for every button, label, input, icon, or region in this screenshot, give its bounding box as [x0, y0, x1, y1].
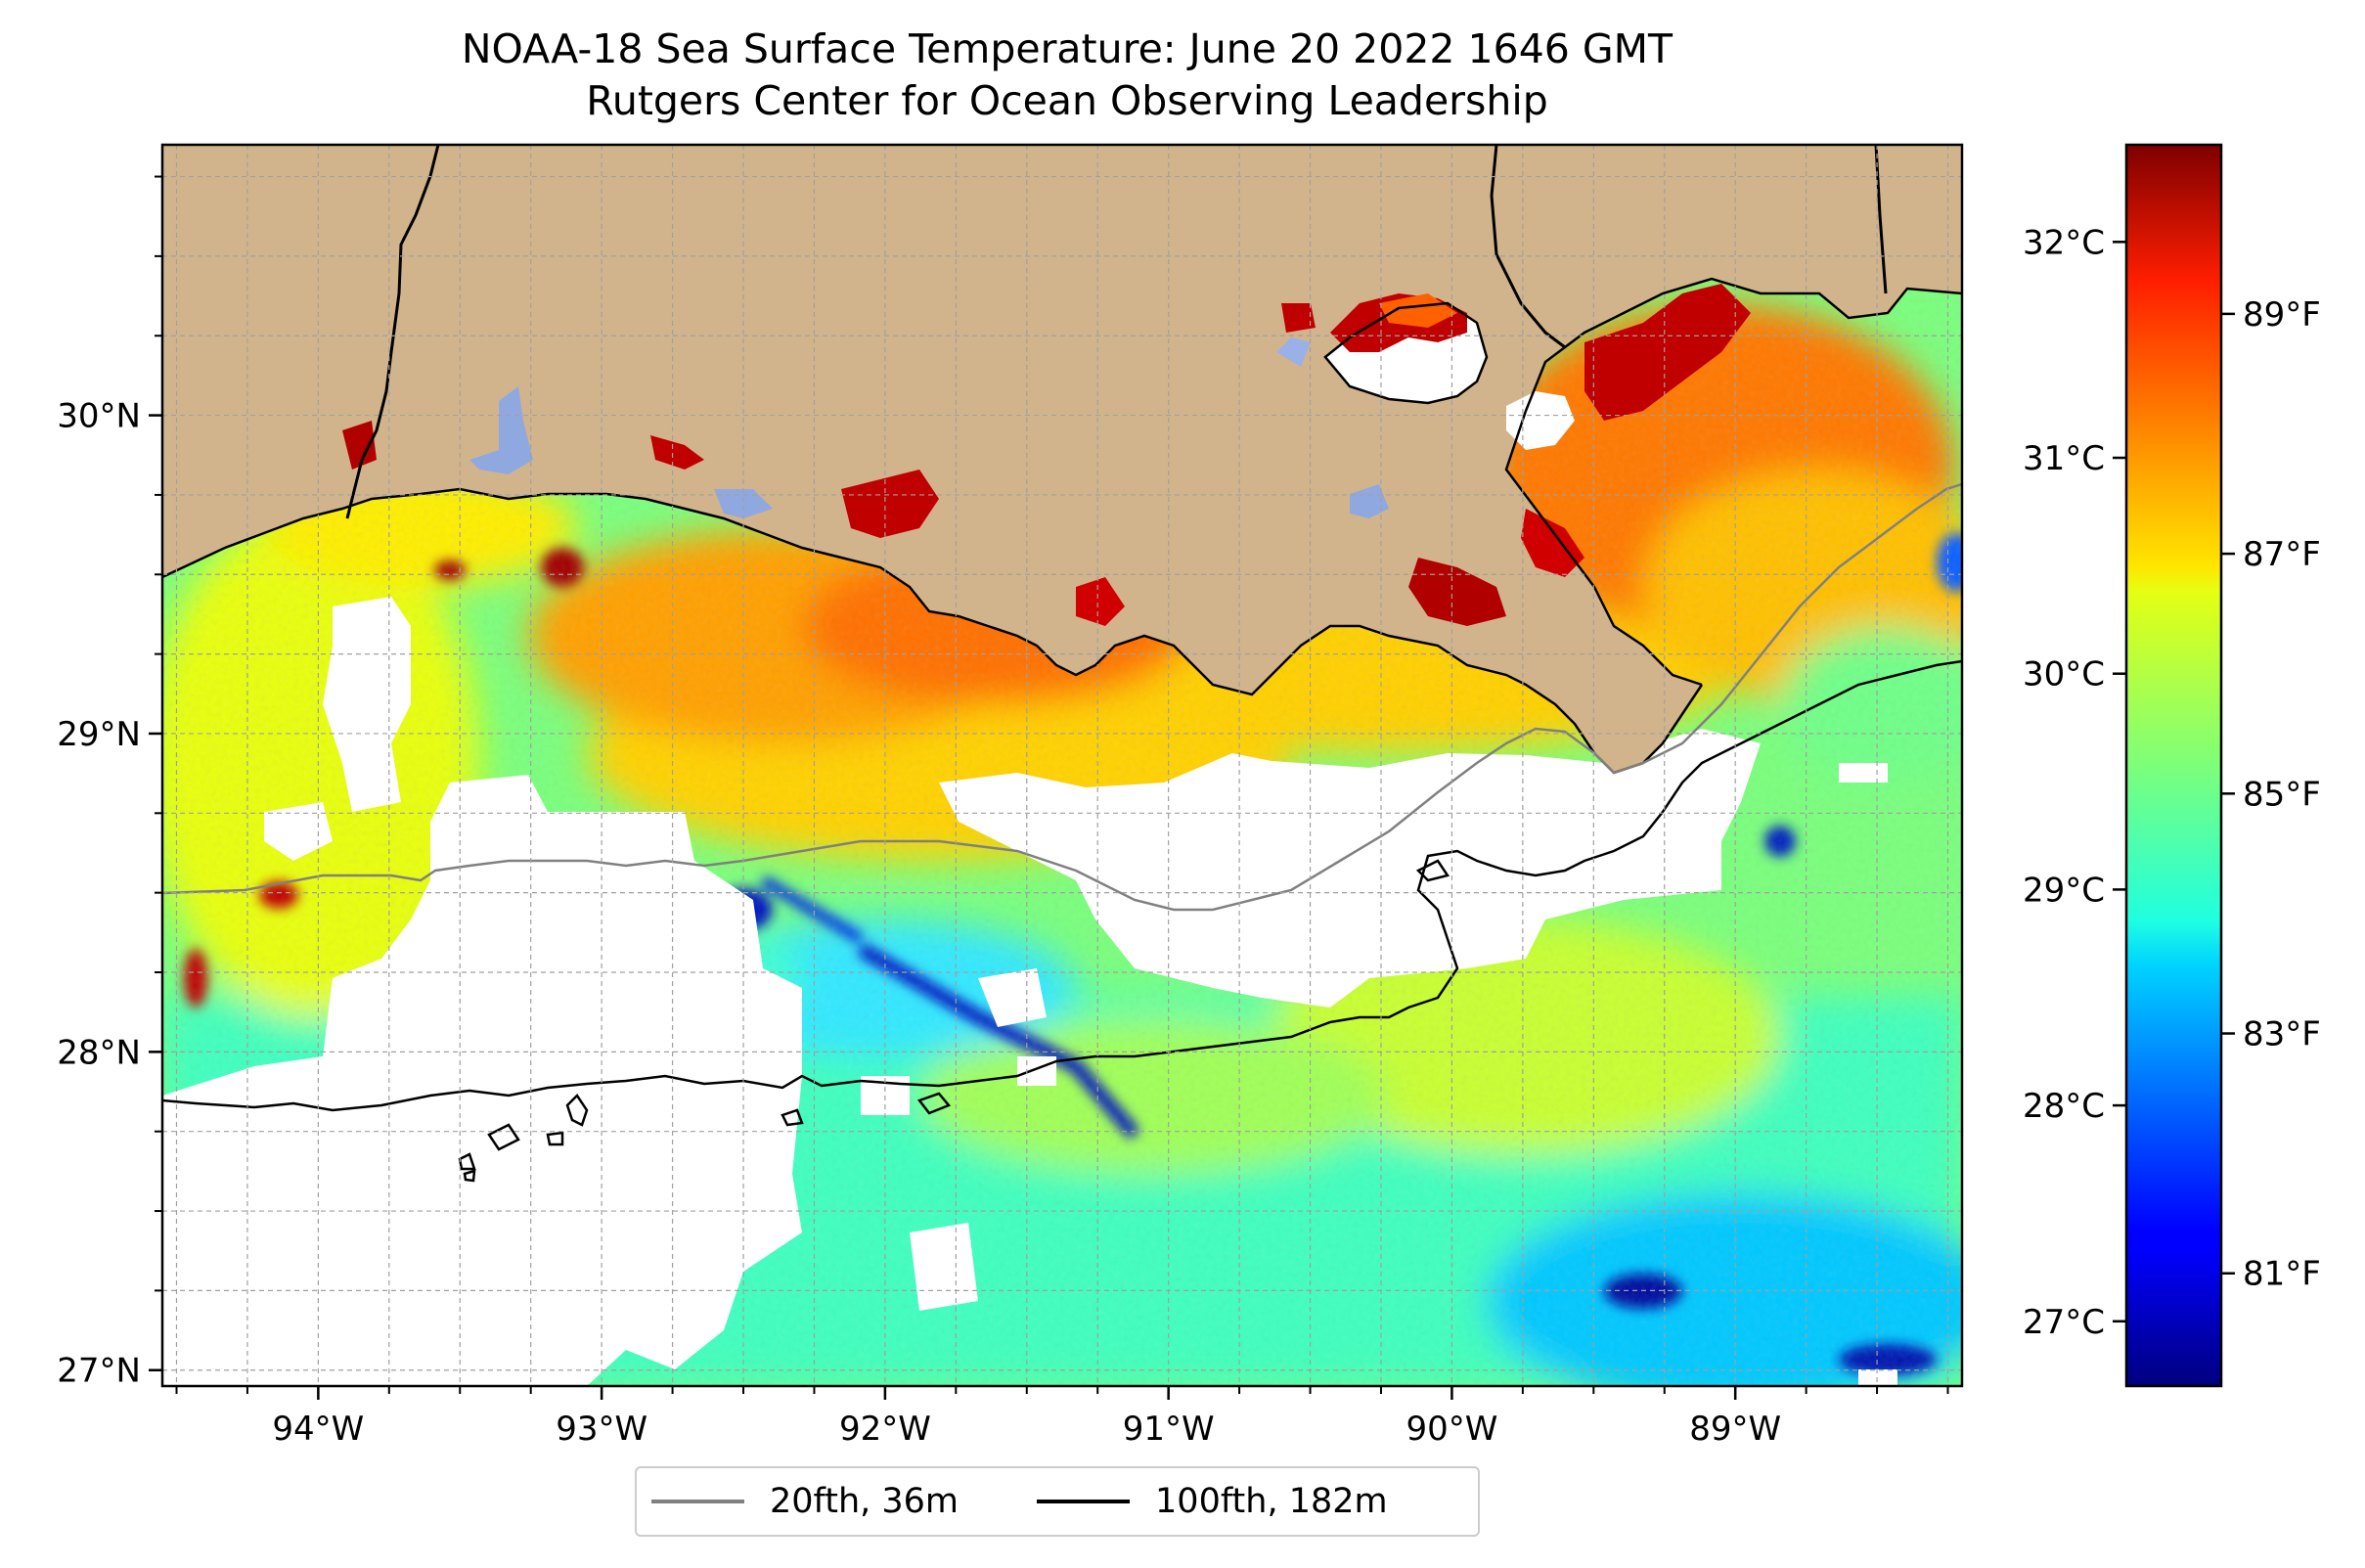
lat-tick-label: 27°N — [57, 1352, 141, 1391]
colorbar-frame — [2124, 143, 2223, 1388]
map-subtitle: Rutgers Center for Ocean Observing Leade… — [586, 77, 1548, 124]
isobath-100fth — [162, 659, 1962, 1183]
colorbar: 27°C 28°C 29°C 30°C 31°C 32°C 81°F 83°F 85°F 87°F… — [2023, 143, 2321, 1388]
lon-tick-label: 93°W — [556, 1410, 647, 1449]
colorbar-label-f: 83°F — [2243, 1015, 2321, 1054]
legend-item-20fth: 20fth, 36m — [637, 1482, 959, 1521]
colorbar-label-c: 30°C — [2023, 655, 2105, 694]
colorbar-label-f: 87°F — [2243, 535, 2321, 574]
legend-line-100fth — [1037, 1500, 1131, 1503]
legend-line-20fth — [651, 1500, 744, 1503]
colorbar-label-c: 31°C — [2023, 439, 2105, 478]
map-area — [162, 145, 1962, 1386]
legend-label-100fth: 100fth, 182m — [1155, 1482, 1388, 1521]
no-data-mask — [162, 597, 1897, 1386]
colorbar-label-c: 28°C — [2023, 1087, 2105, 1126]
map-title: NOAA-18 Sea Surface Temperature: June 20… — [461, 25, 1673, 72]
lat-tick-label: 29°N — [57, 715, 141, 754]
map-grid — [162, 145, 1962, 1386]
colorbar-label-c: 29°C — [2023, 871, 2105, 910]
colorbar-label-c: 32°C — [2023, 223, 2105, 262]
lon-tick-label: 91°W — [1123, 1410, 1215, 1449]
lat-tick-label: 28°N — [57, 1033, 141, 1072]
colorbar-label-f: 85°F — [2243, 775, 2321, 814]
colorbar-label-f: 81°F — [2243, 1255, 2321, 1294]
legend-item-100fth: 100fth, 182m — [1022, 1482, 1388, 1521]
map-frame — [160, 143, 1964, 1388]
lon-tick-label: 94°W — [272, 1410, 364, 1449]
lon-tick-label: 89°W — [1689, 1410, 1781, 1449]
colorbar-label-f: 89°F — [2243, 295, 2321, 335]
colorbar-gradient — [2126, 145, 2221, 1386]
isobath-20fth — [162, 482, 1962, 912]
map-axes: 94°W 93°W 92°W 91°W 90°W 89°W 27°N 28°N 29°N 30°N — [57, 175, 1949, 1449]
lon-tick-label: 92°W — [839, 1410, 931, 1449]
legend-label-20fth: 20fth, 36m — [770, 1482, 959, 1521]
colorbar-label-c: 27°C — [2023, 1303, 2105, 1342]
lat-tick-label: 30°N — [57, 397, 141, 436]
lon-tick-label: 90°W — [1406, 1410, 1497, 1449]
coastal-warm-pixels — [342, 284, 1751, 626]
isobath-legend: 20fth, 36m 100fth, 182m — [635, 1466, 1480, 1537]
colorbar-ticks: 27°C 28°C 29°C 30°C 31°C 32°C 81°F 83°F 85°F 87°F… — [2023, 223, 2321, 1341]
